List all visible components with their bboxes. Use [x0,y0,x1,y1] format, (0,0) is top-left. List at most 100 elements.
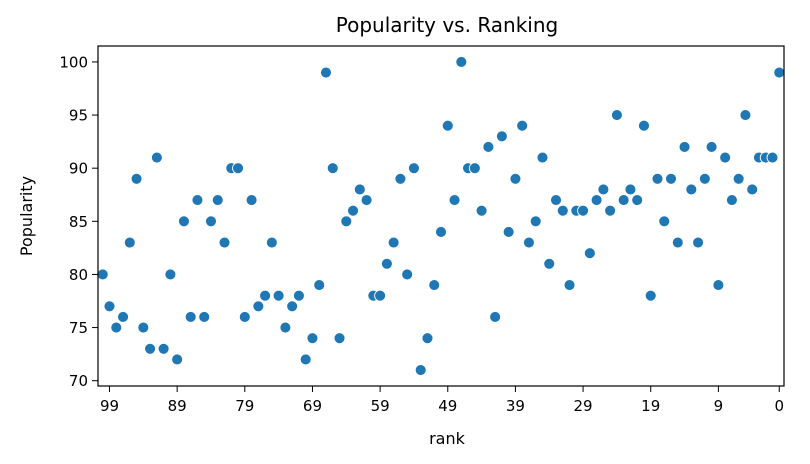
data-point [658,215,671,228]
x-axis-ticks: 99 89 79 69 59 49 39 29 19 9 0 [100,386,784,415]
data-point [705,140,718,153]
data-point [435,225,447,238]
data-point [110,321,123,334]
data-point [272,289,285,302]
data-point [732,172,745,185]
data-point [259,289,272,302]
data-point [455,55,468,68]
data-point [137,321,150,334]
data-point [421,332,434,345]
data-point [739,109,752,122]
data-point [326,162,339,175]
data-point [577,204,590,217]
data-point [644,289,657,302]
data-point [103,300,116,313]
data-point [543,257,556,270]
data-point [299,353,312,366]
y-axis-label: Popularity [17,176,36,256]
data-point [638,119,650,132]
data-point [164,268,177,281]
data-point [238,310,251,323]
x-tick-label: 39 [506,397,525,415]
data-point [773,66,786,79]
data-point [712,279,725,292]
data-point [692,236,705,249]
data-point [191,194,204,207]
data-point [536,151,549,164]
data-point [698,172,711,185]
y-tick-label: 70 [69,372,88,390]
data-point [624,183,637,196]
x-tick-label: 19 [641,397,660,415]
data-point [746,183,759,196]
y-tick-label: 90 [69,160,88,178]
data-point [495,130,508,143]
x-tick-label: 89 [168,397,187,415]
data-point [205,215,217,228]
data-point [347,204,359,217]
data-point [604,204,617,217]
data-point [333,332,346,345]
y-tick-label: 80 [69,266,88,284]
data-point [489,310,502,323]
data-point [401,268,414,281]
plot-frame [97,45,785,387]
data-point [665,172,677,185]
data-point [123,236,136,249]
data-point [719,151,732,164]
data-point [292,289,305,302]
data-point [448,194,461,207]
data-point [516,119,529,132]
data-point [252,300,265,313]
x-tick-label: 29 [574,397,593,415]
data-point [502,225,515,238]
data-point [177,215,190,228]
x-tick-label: 0 [774,397,784,415]
x-tick-label: 49 [438,397,457,415]
data-point [96,268,109,281]
data-points [96,55,786,377]
data-point [198,310,211,323]
y-tick-label: 100 [59,53,88,71]
x-tick-label: 99 [100,397,119,415]
data-point [184,310,197,323]
data-point [563,279,576,292]
y-tick-label: 95 [69,107,88,125]
data-point [441,119,454,132]
y-tick-label: 85 [69,213,88,231]
data-point [232,162,244,175]
data-point [414,364,427,377]
data-point [766,151,779,164]
data-point [130,172,143,185]
y-tick-label: 75 [69,319,88,337]
data-point [475,204,488,217]
data-point [144,342,157,355]
data-point [583,247,596,260]
data-point [617,194,630,207]
data-point [678,140,691,153]
data-point [117,310,129,323]
data-point [394,172,407,185]
data-point [597,183,610,196]
data-point [279,321,292,334]
data-point [245,194,258,207]
data-point [671,236,684,249]
data-point [556,204,569,217]
x-tick-label: 59 [371,397,390,415]
data-point [218,236,231,249]
data-point [725,194,738,207]
data-point [550,194,562,207]
chart-title: Popularity vs. Ranking [336,13,558,37]
data-point [320,66,332,79]
data-point [360,194,373,207]
data-point [380,257,393,270]
y-axis-ticks: 70 75 80 85 90 95 100 [59,53,98,390]
data-point [286,300,299,313]
data-point [482,140,495,153]
data-point [468,162,481,175]
data-point [157,342,170,355]
data-point [523,236,535,249]
data-point [529,215,542,228]
data-point [610,109,623,122]
